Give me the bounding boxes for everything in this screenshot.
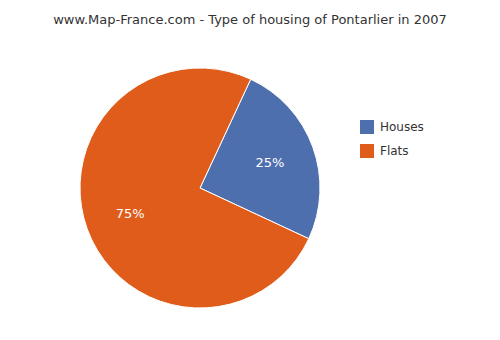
data-label: 25% (255, 155, 284, 170)
legend-swatch (360, 144, 374, 158)
chart: www.Map-France.com - Type of housing of … (0, 0, 500, 340)
slice (80, 68, 309, 308)
legend-label: Houses (380, 120, 424, 134)
legend-item: Houses (360, 120, 424, 134)
legend-swatch (360, 120, 374, 134)
title: www.Map-France.com - Type of housing of … (53, 12, 447, 27)
legend-item: Flats (360, 144, 409, 158)
legend: Houses Flats (360, 120, 424, 158)
data-labels: 25% 75% (116, 155, 285, 221)
legend-label: Flats (380, 144, 409, 158)
pie (80, 68, 320, 308)
data-label: 75% (116, 206, 145, 221)
